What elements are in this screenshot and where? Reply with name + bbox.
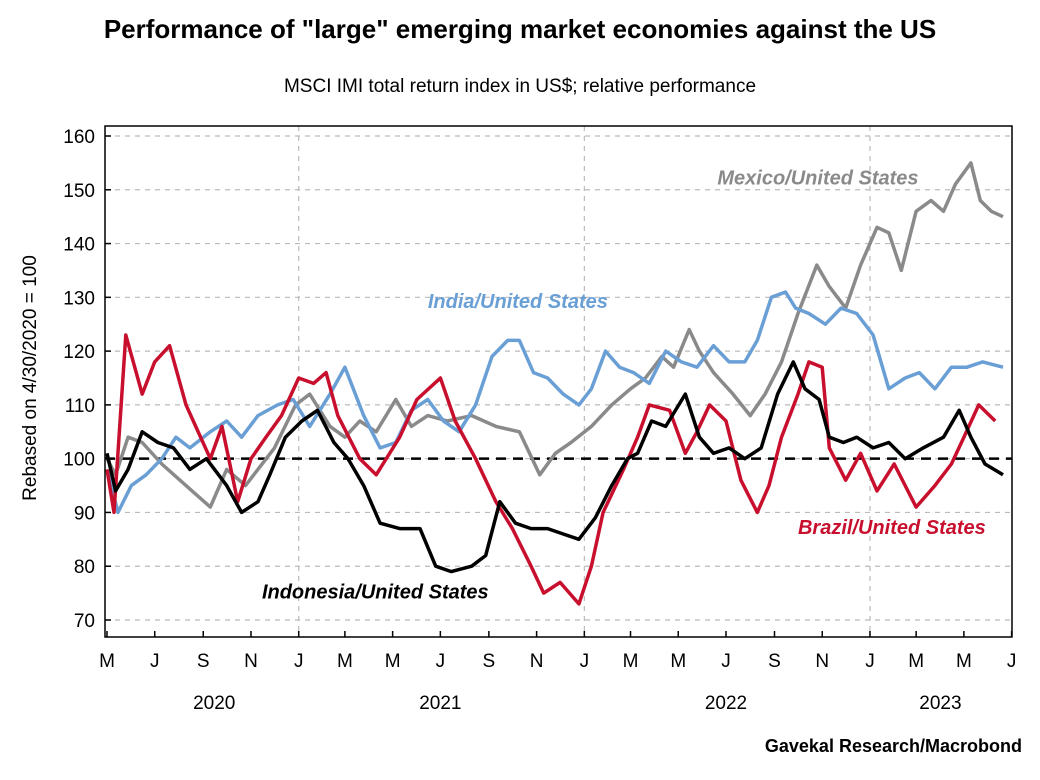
x-tick-label: M	[337, 651, 353, 672]
series-labels: Mexico/United States India/United States B…	[262, 167, 986, 603]
y-tick-label: 160	[63, 127, 95, 148]
x-tick-label: M	[908, 651, 924, 672]
x-tick-label: M	[99, 651, 115, 672]
x-tick-label: J	[865, 651, 875, 672]
y-axis-ticks: 70 80 90 100 110 120 130 140 150 160	[63, 127, 111, 632]
y-tick-label: 100	[63, 450, 95, 471]
series-line-brazil	[105, 333, 997, 606]
y-tick-label: 80	[74, 557, 95, 578]
x-tick-label: J	[1007, 651, 1017, 672]
source-note: Gavekal Research/Macrobond	[765, 736, 1022, 756]
y-axis-label: Rebased on 4/30/2020 = 100	[20, 255, 41, 501]
year-label: 2022	[705, 693, 747, 714]
x-tick-label: N	[530, 651, 544, 672]
x-tick-label: S	[768, 651, 781, 672]
x-tick-label: J	[580, 651, 590, 672]
year-label: 2021	[419, 693, 461, 714]
y-tick-label: 130	[63, 288, 95, 309]
x-tick-label: J	[436, 651, 446, 672]
y-tick-label: 110	[65, 396, 95, 417]
plot-frame	[104, 125, 1013, 638]
x-tick-label: S	[483, 651, 496, 672]
x-tick-label: N	[244, 651, 258, 672]
x-tick-label: J	[150, 651, 160, 672]
series-line-india	[105, 290, 1004, 515]
x-tick-label: J	[294, 651, 304, 672]
x-tick-label: N	[815, 651, 829, 672]
x-tick-label: M	[956, 651, 972, 672]
x-tick-label: S	[197, 651, 210, 672]
y-tick-label: 70	[74, 611, 95, 632]
chart-title: Performance of "large" emerging market e…	[104, 14, 936, 44]
year-label: 2023	[919, 693, 961, 714]
x-axis-years: 2020 2021 2022 2023	[193, 693, 961, 714]
x-tick-label: M	[670, 651, 686, 672]
series-group	[105, 161, 1004, 606]
series-line-indonesia	[105, 360, 1004, 574]
series-label-indonesia: Indonesia/United States	[262, 581, 489, 603]
chart-subtitle: MSCI IMI total return index in US$; rela…	[284, 76, 756, 97]
series-label-india: India/United States	[428, 291, 608, 313]
y-tick-label: 150	[63, 181, 95, 202]
y-tick-label: 90	[74, 503, 95, 524]
series-line-mexico	[105, 161, 1004, 509]
series-label-mexico: Mexico/United States	[717, 167, 918, 189]
gridlines	[105, 126, 1012, 637]
y-tick-label: 140	[63, 235, 95, 256]
x-tick-label: M	[385, 651, 401, 672]
x-tick-label: M	[623, 651, 639, 672]
year-label: 2020	[193, 693, 235, 714]
x-tick-label: J	[721, 651, 731, 672]
series-label-brazil: Brazil/United States	[798, 517, 986, 539]
y-tick-label: 120	[63, 342, 95, 363]
